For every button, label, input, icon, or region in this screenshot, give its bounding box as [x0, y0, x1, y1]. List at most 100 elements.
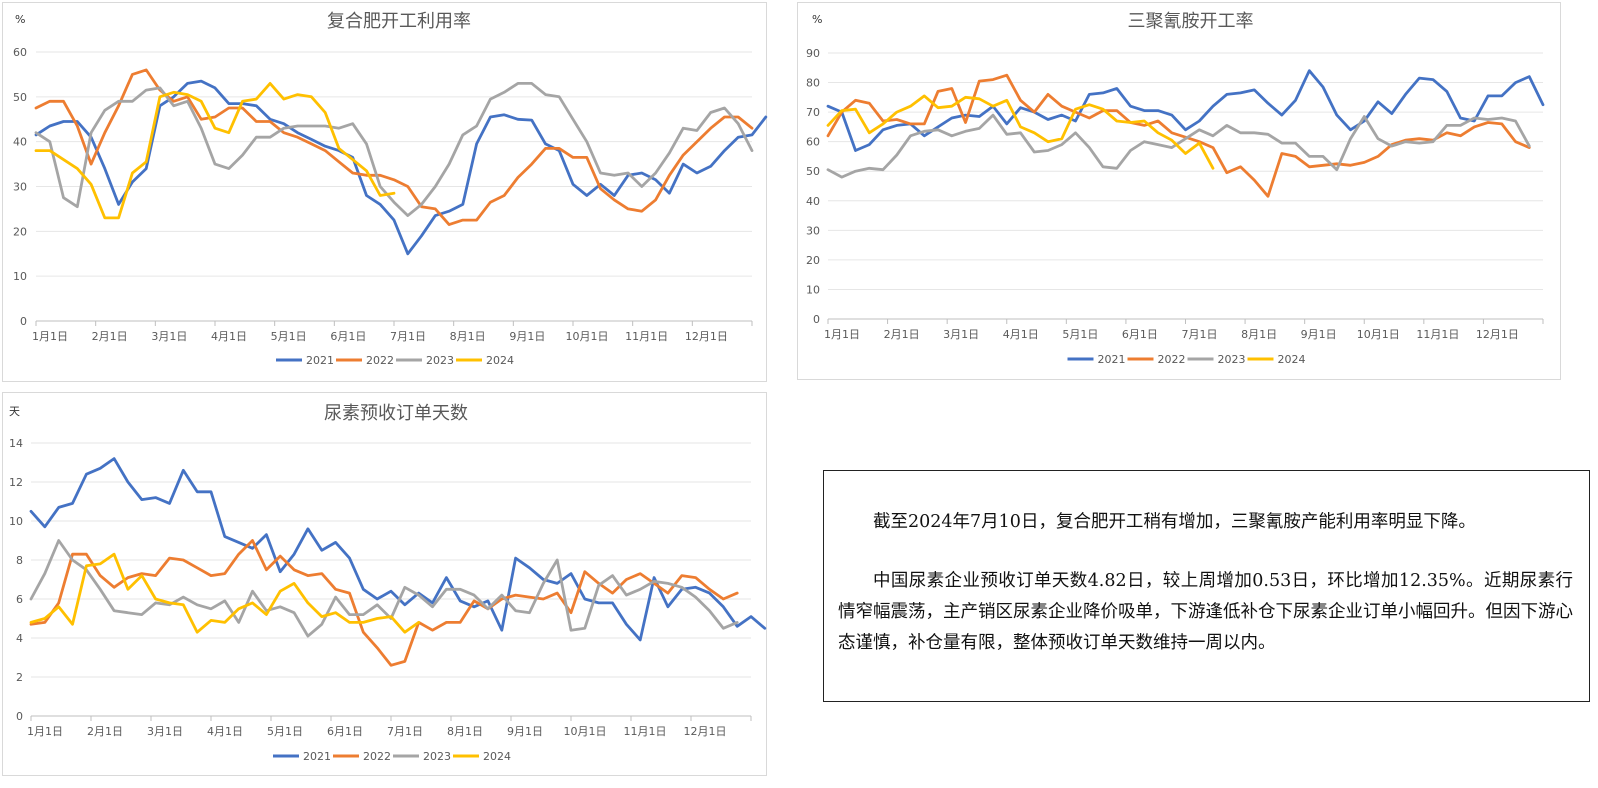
y-axis-unit: %: [15, 13, 25, 26]
chart-title: 三聚氰胺开工率: [1128, 11, 1254, 32]
legend-label-2021: 2021: [306, 354, 334, 367]
chart-urea-orders: 尿素预收订单天数 天 0 2 4 6 8 10 12 14 1月1日 2月1日 3月1日 4月1日 5月1日…: [9, 403, 767, 763]
x-tick-label: 5月1日: [271, 330, 307, 343]
y-tick-label: 40: [806, 195, 820, 208]
legend-label-2024: 2024: [486, 354, 514, 367]
legend-label-2021: 2021: [1098, 353, 1126, 366]
series-line-2022: [826, 73, 1531, 198]
series-line-2023: [826, 113, 1531, 179]
y-tick-label: 50: [806, 165, 820, 178]
x-tick-label: 12月1日: [685, 330, 728, 343]
x-tick-label: 7月1日: [1182, 328, 1218, 341]
y-tick-label: 10: [9, 515, 23, 528]
series-line-2021: [826, 69, 1545, 152]
x-tick-label: 5月1日: [1062, 328, 1098, 341]
series-line-2024: [34, 82, 396, 220]
y-tick-label: 0: [20, 315, 27, 328]
y-tick-label: 70: [806, 106, 820, 119]
legend-label-2024: 2024: [483, 750, 511, 763]
y-tick-label: 20: [13, 225, 27, 238]
x-tick-label: 9月1日: [1301, 328, 1337, 341]
series-line-2021: [34, 79, 768, 256]
x-tick-label: 4月1日: [207, 725, 243, 738]
legend-label-2023: 2023: [423, 750, 451, 763]
commentary-paragraph-2: 中国尿素企业预收订单天数4.82日，较上周增加0.53日，环比增加12.35%。…: [838, 571, 1573, 653]
y-tick-label: 2: [16, 671, 23, 684]
x-tick-label: 10月1日: [1357, 328, 1400, 341]
x-tick-label: 11月1日: [625, 330, 668, 343]
y-tick-label: 10: [13, 270, 27, 283]
y-axis-unit: %: [812, 13, 822, 26]
legend-label-2024: 2024: [1278, 353, 1306, 366]
y-tick-label: 6: [16, 593, 23, 606]
legend-label-2021: 2021: [303, 750, 331, 763]
commentary-paragraph-1: 截至2024年7月10日，复合肥开工稍有增加，三聚氰胺产能利用率明显下降。: [873, 512, 1476, 532]
x-tick-label: 9月1日: [509, 330, 545, 343]
chart-panel-compound-fertilizer: 复合肥开工利用率% 0 10 20 30 40 50 60 1月1日 2月1日 3月1日 4月1日 5月…: [2, 2, 768, 382]
legend-label-2022: 2022: [1158, 353, 1186, 366]
series-line-2023: [34, 82, 754, 218]
x-tick-label: 2月1日: [884, 328, 920, 341]
x-tick-label: 6月1日: [330, 330, 366, 343]
chart-panel-urea-orders: 尿素预收订单天数 天 0 2 4 6 8 10 12 14 1月1日 2月1日 3月1日 4月1日 5月1日…: [2, 392, 767, 776]
x-tick-label: 2月1日: [87, 725, 123, 738]
x-tick-label: 1月1日: [27, 725, 63, 738]
x-tick-label: 3月1日: [151, 330, 187, 343]
y-tick-label: 12: [9, 476, 23, 489]
x-tick-label: 1月1日: [32, 330, 68, 343]
y-tick-label: 50: [13, 91, 27, 104]
legend-label-2023: 2023: [1218, 353, 1246, 366]
x-tick-label: 7月1日: [387, 725, 423, 738]
legend-label-2023: 2023: [426, 354, 454, 367]
x-tick-label: 10月1日: [564, 725, 607, 738]
y-tick-label: 0: [16, 710, 23, 723]
y-tick-label: 40: [13, 136, 27, 149]
y-tick-label: 8: [16, 554, 23, 567]
y-tick-label: 4: [16, 632, 23, 645]
x-tick-label: 11月1日: [624, 725, 667, 738]
x-tick-label: 8月1日: [450, 330, 486, 343]
series-line-2024: [29, 552, 421, 634]
y-tick-label: 10: [806, 283, 820, 296]
y-tick-label: 80: [806, 77, 820, 90]
y-tick-label: 14: [9, 437, 23, 450]
x-tick-label: 2月1日: [92, 330, 128, 343]
y-axis-unit: 天: [9, 405, 20, 418]
chart-panel-melamine: 三聚氰胺开工率% 0 10 20 30 40 50 60 70 80 90 1月1日 2月1日 3月1日 4…: [797, 2, 1561, 380]
y-tick-label: 30: [13, 181, 27, 194]
x-tick-label: 3月1日: [943, 328, 979, 341]
x-tick-label: 12月1日: [1476, 328, 1519, 341]
x-tick-label: 8月1日: [1241, 328, 1277, 341]
series-line-2023: [29, 539, 739, 638]
x-tick-label: 1月1日: [824, 328, 860, 341]
x-tick-label: 4月1日: [1003, 328, 1039, 341]
x-tick-label: 7月1日: [390, 330, 426, 343]
x-tick-label: 12月1日: [684, 725, 727, 738]
y-tick-label: 0: [813, 313, 820, 326]
y-tick-label: 60: [806, 136, 820, 149]
legend-label-2022: 2022: [366, 354, 394, 367]
x-tick-label: 11月1日: [1416, 328, 1459, 341]
series-line-2022: [29, 539, 739, 667]
y-tick-label: 30: [806, 224, 820, 237]
legend-label-2022: 2022: [363, 750, 391, 763]
x-tick-label: 10月1日: [566, 330, 609, 343]
x-tick-label: 6月1日: [1122, 328, 1158, 341]
series-line-2022: [34, 68, 754, 227]
x-tick-label: 3月1日: [147, 725, 183, 738]
chart-compound-fertilizer: 复合肥开工利用率% 0 10 20 30 40 50 60 1月1日 2月1日 3月1日 4月1日 5月…: [13, 11, 768, 367]
x-tick-label: 8月1日: [447, 725, 483, 738]
x-tick-label: 5月1日: [267, 725, 303, 738]
chart-title: 尿素预收订单天数: [324, 403, 468, 424]
series-line-2024: [826, 94, 1215, 170]
chart-title: 复合肥开工利用率: [327, 11, 471, 32]
chart-melamine: 三聚氰胺开工率% 0 10 20 30 40 50 60 70 80 90 1月1日 2月1日 3月1日 4…: [806, 11, 1545, 366]
y-tick-label: 90: [806, 47, 820, 60]
x-tick-label: 4月1日: [211, 330, 247, 343]
y-tick-label: 60: [13, 46, 27, 59]
series-line-2021: [29, 457, 767, 642]
x-tick-label: 9月1日: [507, 725, 543, 738]
commentary-box: 截至2024年7月10日，复合肥开工稍有增加，三聚氰胺产能利用率明显下降。 中国…: [823, 470, 1590, 702]
y-tick-label: 20: [806, 254, 820, 267]
x-tick-label: 6月1日: [327, 725, 363, 738]
